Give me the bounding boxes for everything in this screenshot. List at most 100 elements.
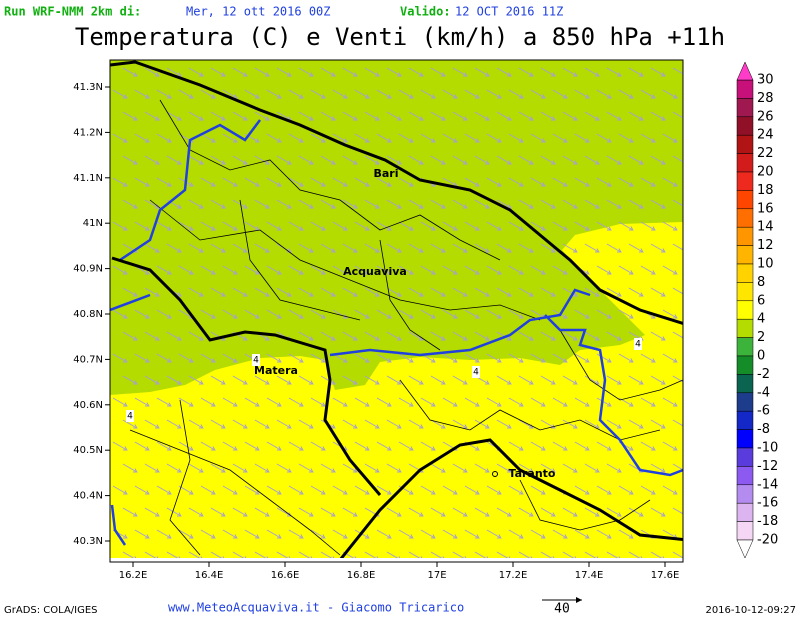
wind-vector bbox=[298, 419, 314, 429]
wind-vector bbox=[464, 529, 480, 539]
wind-vector bbox=[606, 375, 622, 385]
wind-vector-head bbox=[220, 512, 226, 517]
wind-vector bbox=[112, 485, 128, 495]
wind-vector bbox=[474, 507, 490, 517]
wind-vector-head bbox=[606, 94, 612, 99]
wind-vector-head bbox=[396, 204, 402, 209]
wind-vector bbox=[156, 309, 172, 319]
wind-vector bbox=[156, 133, 172, 143]
wind-vector-head bbox=[606, 358, 612, 363]
wind-vector-head bbox=[695, 139, 699, 143]
wind-vector-head bbox=[562, 358, 568, 363]
wind-vector bbox=[144, 507, 160, 517]
wind-vector bbox=[122, 155, 138, 165]
wind-vector-head bbox=[166, 402, 172, 407]
wind-vector bbox=[364, 331, 380, 341]
wind-vector bbox=[420, 485, 436, 495]
wind-vector bbox=[574, 397, 590, 407]
wind-vector-head bbox=[254, 402, 260, 407]
wind-vector-head bbox=[198, 512, 204, 517]
wind-vector bbox=[574, 485, 590, 495]
wind-vector-head bbox=[176, 116, 182, 121]
wind-vector-head bbox=[518, 270, 524, 275]
wind-vector bbox=[166, 331, 182, 341]
contour-label: 4 bbox=[253, 356, 259, 366]
wind-vector bbox=[474, 287, 490, 297]
wind-vector-head bbox=[484, 512, 490, 517]
wind-vector bbox=[332, 397, 348, 407]
wind-vector bbox=[540, 375, 556, 385]
wind-vector bbox=[200, 133, 216, 143]
wind-vector bbox=[266, 529, 282, 539]
wind-vector-head bbox=[462, 336, 468, 341]
wind-vector-head bbox=[484, 292, 490, 297]
wind-vector bbox=[188, 243, 204, 253]
wind-vector-head bbox=[132, 424, 138, 429]
wind-vector-head bbox=[540, 402, 546, 407]
wind-vector-head bbox=[496, 226, 502, 231]
wind-vector-head bbox=[308, 292, 314, 297]
wind-vector bbox=[288, 397, 304, 407]
wind-vector bbox=[618, 89, 634, 99]
wind-vector-head bbox=[452, 358, 458, 363]
wind-vector-head bbox=[374, 160, 380, 165]
colorbar-band bbox=[736, 447, 754, 467]
wind-vector bbox=[672, 287, 683, 295]
wind-vector bbox=[144, 111, 160, 121]
wind-vector-head bbox=[496, 534, 502, 539]
wind-vector-head bbox=[242, 468, 248, 473]
wind-vector-head bbox=[672, 138, 678, 143]
wind-vector-head bbox=[408, 138, 414, 143]
wind-vector-head bbox=[550, 424, 556, 429]
wind-vector bbox=[606, 463, 622, 473]
wind-vector bbox=[508, 221, 524, 231]
wind-vector-head bbox=[440, 336, 446, 341]
wind-vector bbox=[420, 89, 436, 99]
wind-vector bbox=[222, 529, 238, 539]
wind-vector-head bbox=[606, 270, 612, 275]
wind-vector-head bbox=[562, 270, 568, 275]
wind-vector-head bbox=[452, 138, 458, 143]
wind-vector-head bbox=[320, 182, 326, 187]
wind-vector bbox=[650, 287, 666, 297]
wind-vector-head bbox=[574, 556, 577, 558]
wind-vector bbox=[200, 397, 216, 407]
wind-vector bbox=[486, 485, 502, 495]
wind-vector-head bbox=[572, 160, 578, 165]
wind-vector bbox=[474, 67, 490, 77]
wind-vector bbox=[574, 133, 590, 143]
wind-vector bbox=[320, 243, 336, 253]
wind-vector-head bbox=[330, 468, 336, 473]
wind-vector bbox=[188, 463, 204, 473]
wind-vector bbox=[364, 419, 380, 429]
wind-vector-head bbox=[232, 490, 238, 495]
wind-vector-head bbox=[640, 556, 643, 558]
wind-vector bbox=[166, 551, 179, 558]
wind-vector bbox=[552, 89, 568, 99]
wind-vector bbox=[232, 463, 248, 473]
wind-vector bbox=[178, 353, 194, 363]
wind-vector bbox=[166, 155, 182, 165]
wind-vector bbox=[376, 353, 392, 363]
colorbar: 302826242220181614121086420-2-4-6-8-10-1… bbox=[736, 61, 778, 559]
wind-vector-head bbox=[242, 116, 248, 121]
wind-vector bbox=[430, 375, 446, 385]
wind-vector bbox=[320, 111, 336, 121]
wind-vector-head bbox=[176, 424, 182, 429]
wind-vector bbox=[166, 67, 182, 77]
wind-vector-head bbox=[396, 116, 402, 121]
wind-vector-head bbox=[616, 424, 622, 429]
wind-vector-head bbox=[154, 512, 160, 517]
wind-vector bbox=[210, 67, 226, 77]
wind-vector bbox=[486, 529, 502, 539]
wind-vector bbox=[254, 67, 270, 77]
wind-vector bbox=[386, 375, 402, 385]
wind-vector-head bbox=[342, 138, 348, 143]
wind-vector bbox=[310, 485, 326, 495]
wind-vector-head bbox=[672, 226, 678, 231]
wind-vector-head bbox=[430, 94, 436, 99]
wind-vector bbox=[232, 67, 248, 77]
wind-vector-head bbox=[695, 491, 699, 495]
wind-vector bbox=[540, 155, 556, 165]
wind-vector-head bbox=[484, 116, 490, 121]
